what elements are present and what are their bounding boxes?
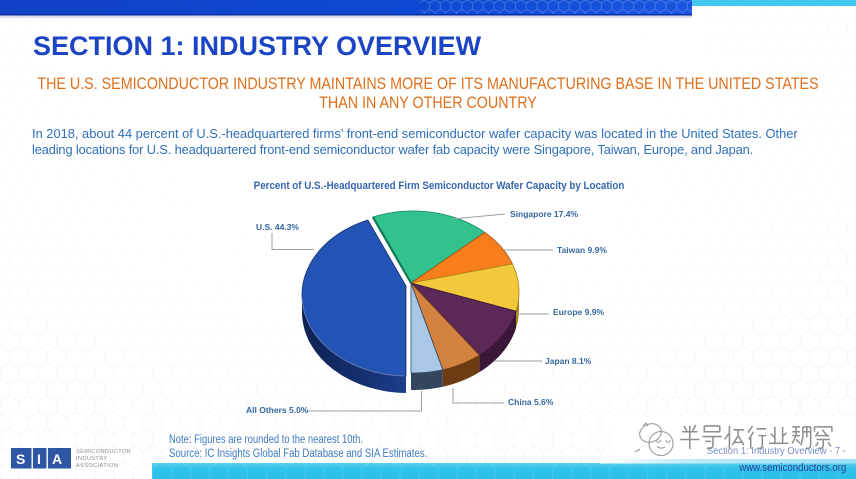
- svg-text:I: I: [37, 451, 41, 467]
- svg-text:INDUSTRY: INDUSTRY: [76, 456, 108, 462]
- svg-text:SEMICONDUCTOR: SEMICONDUCTOR: [76, 449, 131, 455]
- svg-text:A: A: [52, 451, 62, 467]
- svg-text:S: S: [16, 451, 25, 467]
- svg-text:ASSOCIATION: ASSOCIATION: [76, 463, 118, 469]
